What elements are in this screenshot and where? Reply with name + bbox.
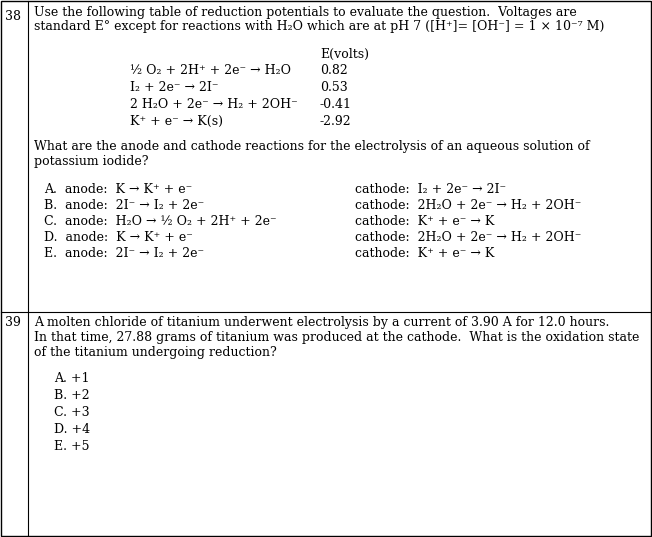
Text: 39: 39 bbox=[5, 316, 21, 329]
Text: potassium iodide?: potassium iodide? bbox=[34, 155, 149, 168]
Text: cathode:  2H₂O + 2e⁻ → H₂ + 2OH⁻: cathode: 2H₂O + 2e⁻ → H₂ + 2OH⁻ bbox=[355, 231, 582, 244]
Text: -2.92: -2.92 bbox=[320, 115, 351, 128]
Text: I₂ + 2e⁻ → 2I⁻: I₂ + 2e⁻ → 2I⁻ bbox=[130, 81, 218, 94]
Text: cathode:  K⁺ + e⁻ → K: cathode: K⁺ + e⁻ → K bbox=[355, 215, 494, 228]
Text: standard E° except for reactions with H₂O which are at pH 7 ([H⁺]= [OH⁻] = 1 × 1: standard E° except for reactions with H₂… bbox=[34, 20, 604, 33]
Text: of the titanium undergoing reduction?: of the titanium undergoing reduction? bbox=[34, 346, 276, 359]
Text: D. +4: D. +4 bbox=[54, 423, 90, 436]
Text: 0.82: 0.82 bbox=[320, 64, 348, 77]
Text: B.  anode:  2I⁻ → I₂ + 2e⁻: B. anode: 2I⁻ → I₂ + 2e⁻ bbox=[44, 199, 204, 212]
Text: E(volts): E(volts) bbox=[320, 48, 369, 61]
Text: Use the following table of reduction potentials to evaluate the question.  Volta: Use the following table of reduction pot… bbox=[34, 6, 577, 19]
Text: ½ O₂ + 2H⁺ + 2e⁻ → H₂O: ½ O₂ + 2H⁺ + 2e⁻ → H₂O bbox=[130, 64, 291, 77]
Text: A.  anode:  K → K⁺ + e⁻: A. anode: K → K⁺ + e⁻ bbox=[44, 183, 192, 196]
Text: C. +3: C. +3 bbox=[54, 406, 89, 419]
Text: cathode:  I₂ + 2e⁻ → 2I⁻: cathode: I₂ + 2e⁻ → 2I⁻ bbox=[355, 183, 506, 196]
Text: -0.41: -0.41 bbox=[320, 98, 352, 111]
Text: D.  anode:  K → K⁺ + e⁻: D. anode: K → K⁺ + e⁻ bbox=[44, 231, 193, 244]
Text: K⁺ + e⁻ → K(s): K⁺ + e⁻ → K(s) bbox=[130, 115, 223, 128]
Text: 38: 38 bbox=[5, 10, 21, 23]
Text: E. +5: E. +5 bbox=[54, 440, 89, 453]
Text: A molten chloride of titanium underwent electrolysis by a current of 3.90 A for : A molten chloride of titanium underwent … bbox=[34, 316, 610, 329]
Text: 0.53: 0.53 bbox=[320, 81, 348, 94]
Text: cathode:  2H₂O + 2e⁻ → H₂ + 2OH⁻: cathode: 2H₂O + 2e⁻ → H₂ + 2OH⁻ bbox=[355, 199, 582, 212]
Text: What are the anode and cathode reactions for the electrolysis of an aqueous solu: What are the anode and cathode reactions… bbox=[34, 140, 589, 153]
Text: B. +2: B. +2 bbox=[54, 389, 89, 402]
Text: 2 H₂O + 2e⁻ → H₂ + 2OH⁻: 2 H₂O + 2e⁻ → H₂ + 2OH⁻ bbox=[130, 98, 298, 111]
Text: A. +1: A. +1 bbox=[54, 372, 89, 385]
Text: E.  anode:  2I⁻ → I₂ + 2e⁻: E. anode: 2I⁻ → I₂ + 2e⁻ bbox=[44, 247, 204, 260]
Text: C.  anode:  H₂O → ½ O₂ + 2H⁺ + 2e⁻: C. anode: H₂O → ½ O₂ + 2H⁺ + 2e⁻ bbox=[44, 215, 276, 228]
Text: In that time, 27.88 grams of titanium was produced at the cathode.  What is the : In that time, 27.88 grams of titanium wa… bbox=[34, 331, 640, 344]
Text: cathode:  K⁺ + e⁻ → K: cathode: K⁺ + e⁻ → K bbox=[355, 247, 494, 260]
